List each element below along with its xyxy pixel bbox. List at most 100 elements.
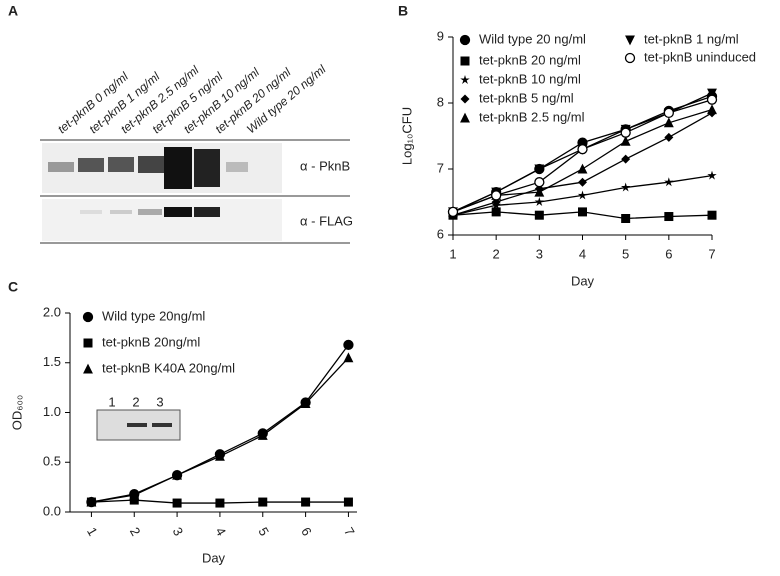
legend-marker [624,52,636,64]
x-tick-label: 4 [213,525,230,539]
data-point [707,88,717,99]
data-point [534,177,545,188]
inset-lane-label: 2 [132,394,139,409]
data-point [129,489,140,500]
x-tick-label: 5 [622,246,629,261]
y-tick-label: 2.0 [43,304,61,319]
x-tick-label: 4 [579,246,586,261]
legend-marker [82,311,94,323]
data-point [172,469,183,480]
data-point [578,207,587,217]
x-tick-label: 3 [536,246,543,261]
data-point [491,190,502,201]
y-tick-label: 0.0 [43,503,61,518]
data-point [578,177,587,187]
legend-label: tet-pknB 20ng/ml [102,334,200,349]
legend-marker [83,338,93,348]
data-point [620,127,631,138]
data-point [214,450,225,461]
data-point [172,498,182,508]
legend-marker [460,94,470,104]
data-point [215,498,225,508]
data-point [620,135,631,146]
x-tick-label: 7 [341,525,358,539]
x-tick-label: 2 [127,525,144,539]
y-tick-label: 8 [437,94,444,109]
data-point [300,398,311,409]
data-point [707,170,717,180]
x-tick-label: 6 [298,525,315,539]
legend-label: tet-pknB 10 ng/ml [479,71,581,86]
data-point [577,144,588,155]
y-tick-label: 1.0 [43,404,61,419]
blot: α - PknB α - FLAG [40,139,353,244]
data-point [447,206,459,218]
x-axis-label: Day [202,550,226,565]
inset-band [152,423,172,427]
panel-label: B [398,3,408,19]
y-tick-label: 1.5 [43,354,61,369]
x-tick-label: 2 [493,246,500,261]
legend-label: tet-pknB 20 ng/ml [479,52,581,67]
data-point [343,352,354,363]
inset-band [127,423,147,427]
data-point [257,429,268,440]
x-tick-label: 1 [84,525,101,539]
data-point [664,132,674,142]
blot-row-label: α - FLAG [300,213,353,228]
legend-marker [460,75,470,85]
data-point [663,117,674,128]
legend-label: tet-pknB 5 ng/ml [479,90,574,105]
data-point [343,497,353,507]
legend-label: tet-pknB K40A 20ng/ml [102,360,235,375]
data-point [258,497,268,507]
data-point [707,104,717,115]
data-point [343,339,354,350]
y-tick-label: 9 [437,28,444,43]
legend-label: Wild type 20 ng/ml [479,31,586,46]
x-axis-label: Day [571,273,595,288]
data-point [129,495,139,505]
x-tick-label: 3 [170,525,187,539]
data-point [534,197,545,207]
legend-marker [460,56,470,66]
data-point [664,177,674,187]
data-point [534,210,544,220]
inset-lane-label: 3 [156,394,163,409]
data-point [621,214,631,223]
y-tick-label: 6 [437,226,444,241]
legend-label: Wild type 20ng/ml [102,308,205,323]
data-point [664,212,674,222]
data-point [621,154,631,164]
panel-label: C [8,279,18,295]
data-point [86,496,97,507]
legend-label: tet-pknB uninduced [644,49,756,64]
y-axis-label: Log₁₀CFU [399,107,414,165]
legend-marker [83,363,93,374]
data-point [534,164,545,175]
legend-label: tet-pknB 2.5 ng/ml [479,109,585,124]
data-point [707,210,717,220]
x-tick-label: 5 [255,525,272,539]
data-point [491,207,501,217]
inset-lane-label: 1 [108,394,115,409]
legend-marker [625,35,635,46]
data-point [301,497,311,507]
data-point [706,94,718,105]
data-point [663,107,674,119]
legend-marker [459,34,471,46]
data-point [620,182,631,192]
data-point [577,190,588,200]
panel-label: A [8,3,18,19]
x-tick-label: 7 [708,246,715,261]
data-point [534,186,545,197]
x-tick-label: 6 [665,246,672,261]
y-tick-label: 0.5 [43,454,61,469]
y-axis-label: OD₆₀₀ [9,395,24,431]
legend-label: tet-pknB 1 ng/ml [644,31,739,46]
blot-row-label: α - PknB [300,158,350,173]
data-point [577,163,588,174]
legend-marker [460,112,470,123]
x-tick-label: 1 [449,246,456,261]
